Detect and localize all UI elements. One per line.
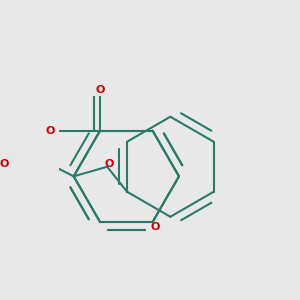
Text: O: O bbox=[105, 159, 114, 170]
Text: O: O bbox=[46, 126, 55, 136]
Text: O: O bbox=[0, 159, 9, 169]
Text: O: O bbox=[150, 222, 160, 232]
Text: O: O bbox=[95, 85, 105, 95]
